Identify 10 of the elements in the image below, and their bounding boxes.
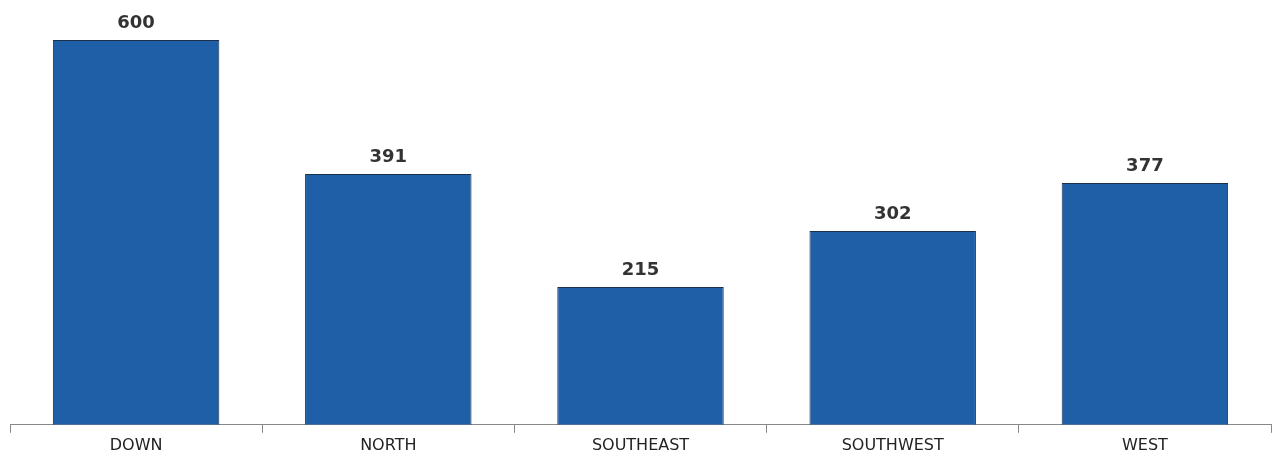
data-label: 600 bbox=[117, 10, 155, 32]
x-tick-label: WEST bbox=[1121, 434, 1169, 454]
x-tick-label: NORTH bbox=[360, 434, 417, 454]
x-tick-label: SOUTHEAST bbox=[591, 434, 690, 454]
data-label: 391 bbox=[369, 144, 408, 166]
x-tick-label: DOWN bbox=[109, 434, 163, 454]
data-label: 302 bbox=[873, 201, 912, 223]
x-tick-label: SOUTHWEST bbox=[841, 434, 944, 454]
data-label: 215 bbox=[621, 257, 660, 279]
data-label: 377 bbox=[1126, 153, 1164, 175]
